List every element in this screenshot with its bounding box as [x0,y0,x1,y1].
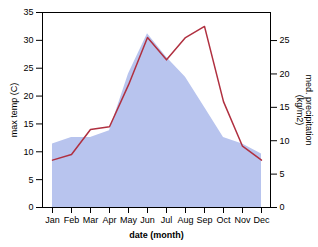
svg-text:Feb: Feb [64,215,80,225]
svg-text:10: 10 [280,136,290,146]
svg-text:date (month): date (month) [129,230,184,240]
svg-text:Dec: Dec [253,215,270,225]
svg-text:Jan: Jan [45,215,60,225]
svg-text:Mar: Mar [83,215,99,225]
svg-text:Sep: Sep [196,215,212,225]
svg-text:May: May [120,215,138,225]
svg-text:25: 25 [23,63,33,73]
svg-text:10: 10 [23,147,33,157]
svg-text:20: 20 [280,69,290,79]
svg-text:20: 20 [23,91,33,101]
svg-text:25: 25 [280,35,290,45]
svg-text:Jun: Jun [140,215,155,225]
svg-text:Nov: Nov [234,215,251,225]
svg-text:Apr: Apr [102,215,116,225]
svg-text:0: 0 [28,202,33,212]
svg-text:0: 0 [280,202,285,212]
svg-text:Oct: Oct [216,215,231,225]
svg-text:15: 15 [280,102,290,112]
svg-text:5: 5 [280,169,285,179]
svg-text:5: 5 [28,175,33,185]
svg-text:med. precipitation(kg/m2): med. precipitation(kg/m2) [295,74,314,145]
svg-text:35: 35 [23,7,33,17]
svg-text:15: 15 [23,119,33,129]
svg-text:Jul: Jul [161,215,173,225]
svg-text:30: 30 [23,35,33,45]
svg-text:Aug: Aug [177,215,193,225]
svg-text:max temp (C): max temp (C) [9,83,19,138]
